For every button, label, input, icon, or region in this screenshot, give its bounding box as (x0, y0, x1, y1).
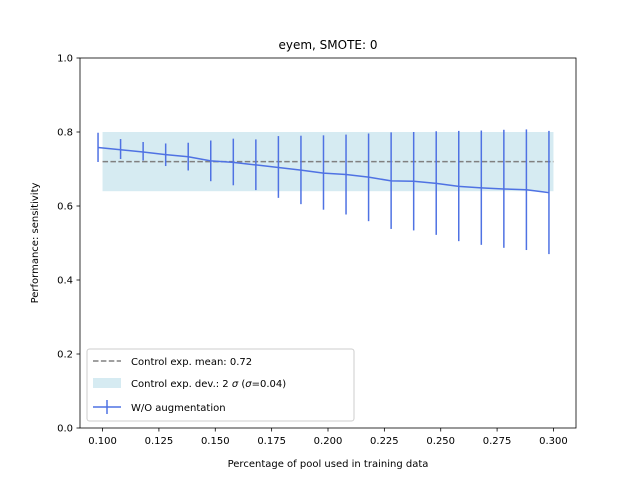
y-tick-label: 0.0 (57, 424, 73, 435)
y-tick-label: 0.6 (57, 202, 73, 213)
legend-frame (86, 348, 355, 422)
x-tick-label: 0.225 (370, 436, 399, 447)
x-tick-label: 0.275 (483, 436, 512, 447)
legend-band-label: Control exp. dev.: 2 σ (σ=0.04) (131, 379, 286, 390)
legend-band-swatch (93, 378, 121, 388)
x-tick-label: 0.175 (257, 436, 286, 447)
x-tick-label: 0.300 (539, 436, 568, 447)
x-tick-label: 0.150 (201, 436, 230, 447)
y-axis-title: Performance: sensitivity (30, 183, 41, 304)
x-tick-label: 0.200 (314, 436, 343, 447)
series-line-0 (97, 146, 550, 194)
y-tick-label: 0.8 (57, 128, 73, 139)
y-tick-label: 0.2 (57, 350, 73, 361)
x-tick-label: 0.250 (426, 436, 455, 447)
plot-area: 0.100 0.125 0.150 0.175 0.200 0.225 0.250 0.275… (57, 54, 577, 447)
x-tick-label: 0.125 (145, 436, 174, 447)
y-tick-label: 1.0 (57, 54, 73, 65)
chart-title: eyem, SMOTE: 0 (278, 38, 377, 52)
x-axis-title: Percentage of pool used in training data (228, 459, 429, 470)
legend-series-label: W/O augmentation (131, 403, 226, 414)
legend: Control exp. mean: 0.72 Control exp. dev.… (86, 348, 355, 422)
legend-mean-label: Control exp. mean: 0.72 (131, 357, 252, 368)
y-tick-label: 0.4 (57, 276, 73, 287)
x-tick-label: 0.100 (88, 436, 117, 447)
